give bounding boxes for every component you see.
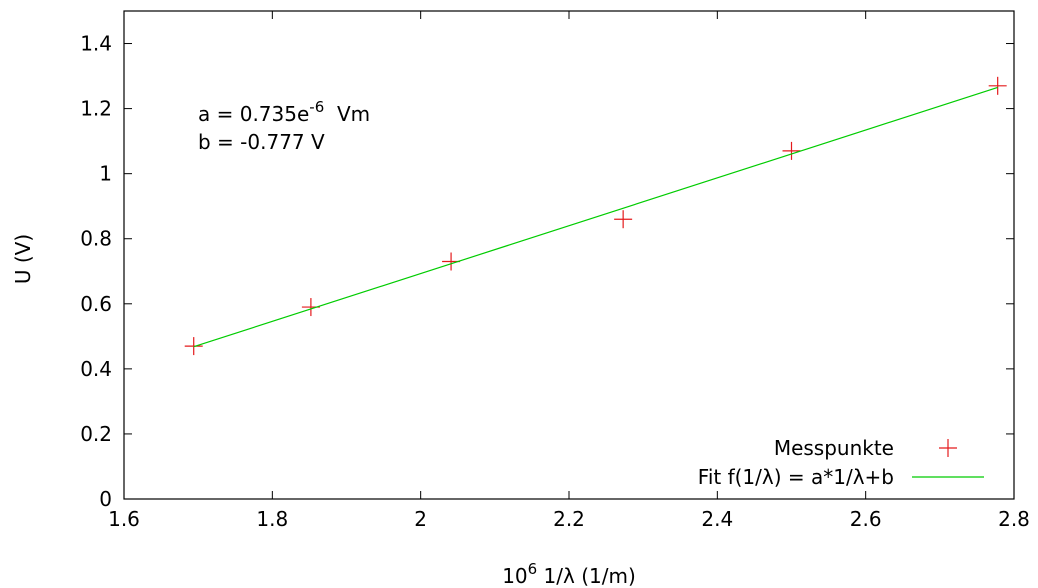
x-tick-label: 2.8: [998, 507, 1030, 531]
tick-layer: 1.6 1.8 2 2.2 2.4 2.6 2.8 0 0.2 0.4 0.6 0.8 1 1.2 1.4: [80, 11, 1030, 531]
y-tick-label: 0: [99, 487, 112, 511]
x-tick-label: 2.4: [701, 507, 733, 531]
x-axis-label-rest: 1/λ (1/m): [537, 564, 636, 588]
fit-parameter-a-unit: Vm: [324, 102, 370, 126]
y-tick-label: 1: [99, 162, 112, 186]
legend-marker-point: [939, 439, 957, 457]
data-point: [614, 210, 633, 229]
y-tick-label: 1.4: [80, 32, 112, 56]
data-point: [782, 141, 801, 160]
y-tick-label: 1.2: [80, 97, 112, 121]
x-axis-label-exponent: 6: [528, 560, 538, 578]
y-tick-label: 0.8: [80, 227, 112, 251]
data-point: [184, 337, 203, 356]
y-tick-label: 0.2: [80, 422, 112, 446]
fit-parameter-a-prefix: a = 0.735e: [198, 102, 309, 126]
fit-parameter-a-exponent: -6: [309, 98, 324, 116]
x-tick-label: 1.6: [108, 507, 140, 531]
x-tick-label: 1.8: [256, 507, 288, 531]
x-tick-label: 2: [414, 507, 427, 531]
data-point: [988, 76, 1007, 95]
x-axis-label: 106 1/λ (1/m): [502, 560, 636, 588]
legend-label-messpunkte: Messpunkte: [774, 436, 894, 460]
fit-parameter-a: a = 0.735e-6 Vm: [198, 98, 370, 126]
legend: Messpunkte Fit f(1/λ) = a*1/λ+b: [698, 436, 984, 489]
y-axis-label: U (V): [11, 234, 35, 284]
legend-label-fit: Fit f(1/λ) = a*1/λ+b: [698, 465, 894, 489]
y-tick-label: 0.6: [80, 292, 112, 316]
y-tick-label: 0.4: [80, 357, 112, 381]
plot-frame: [123, 10, 1015, 500]
x-tick-label: 2.6: [850, 507, 882, 531]
x-axis-label-base: 10: [502, 564, 527, 588]
x-tick-label: 2.2: [553, 507, 585, 531]
legend-marker-plus: [939, 439, 957, 457]
fit-line: [193, 86, 998, 348]
series-layer: [184, 76, 1007, 356]
fit-parameter-b: b = -0.777 V: [198, 130, 325, 154]
